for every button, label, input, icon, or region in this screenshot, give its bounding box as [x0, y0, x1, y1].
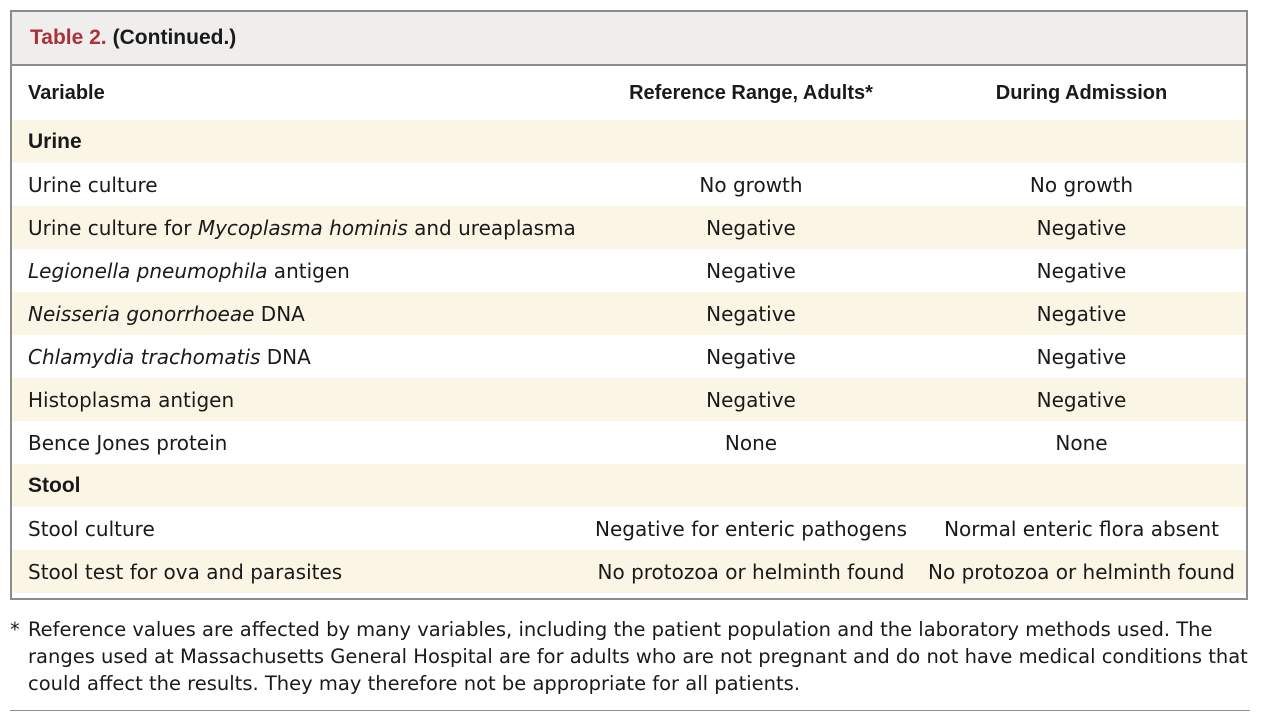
table-footnote: * Reference values are affected by many … — [10, 616, 1250, 697]
reference-range-cell: Negative for enteric pathogens — [594, 516, 908, 541]
variable-italic-term: Chlamydia trachomatis — [28, 344, 261, 369]
table-row: Neisseria gonorrhoeae DNA Negative Negativ… — [12, 292, 1246, 335]
variable-text: DNA — [254, 301, 305, 326]
results-table: Variable Reference Range, Adults* During… — [12, 66, 1246, 593]
table-row: Legionella pneumophila antigen Negative Ne… — [12, 249, 1246, 292]
variable-cell: Stool culture — [12, 507, 585, 550]
table-caption-label: Table 2. — [30, 26, 107, 49]
table-row: Stool culture Negative for enteric pathog… — [12, 507, 1246, 550]
variable-text: Stool culture — [28, 516, 155, 541]
variable-text: Urine culture for — [28, 215, 198, 240]
section-heading: Urine — [28, 129, 82, 153]
table-caption-continued: (Continued.) — [112, 26, 237, 49]
admission-value-cell: Negative — [1036, 344, 1127, 369]
reference-range-cell: No protozoa or helminth found — [597, 559, 905, 584]
footnote-marker: * — [10, 618, 20, 641]
table-row: Chlamydia trachomatis DNA Negative Negativ… — [12, 335, 1246, 378]
admission-value-cell: Negative — [1036, 301, 1127, 326]
variable-text: DNA — [260, 344, 311, 369]
variable-text: Urine culture — [28, 172, 158, 197]
section-heading: Stool — [28, 473, 81, 497]
table-caption: Table 2. (Continued.) — [12, 12, 1246, 66]
admission-value-cell: Negative — [1036, 387, 1127, 412]
variable-text: Stool test for ova and parasites — [28, 559, 343, 584]
admission-value-cell: Negative — [1036, 215, 1127, 240]
variable-cell: Histoplasma antigen — [12, 378, 585, 421]
variable-cell: Bence Jones protein — [12, 421, 585, 464]
variable-text: antigen — [267, 258, 350, 283]
section-row: Stool — [12, 464, 1246, 507]
table-header-row: Variable Reference Range, Adults* During… — [12, 66, 1246, 120]
variable-text: and ureaplasma — [407, 215, 576, 240]
results-table-container: Table 2. (Continued.) Variable Reference… — [10, 10, 1248, 600]
variable-cell: Chlamydia trachomatis DNA — [12, 335, 585, 378]
admission-value-cell: Normal enteric flora absent — [944, 516, 1219, 541]
bottom-divider — [10, 710, 1250, 711]
table-row: Urine culture for Mycoplasma hominis and… — [12, 206, 1246, 249]
admission-value-cell: None — [1055, 430, 1108, 455]
reference-range-cell: Negative — [706, 301, 796, 326]
column-header-variable: Variable — [28, 81, 105, 104]
variable-italic-term: Mycoplasma hominis — [197, 215, 408, 240]
reference-range-cell: Negative — [706, 344, 796, 369]
reference-range-cell: No growth — [699, 172, 803, 197]
variable-text: Bence Jones protein — [28, 430, 228, 455]
variable-cell: Stool test for ova and parasites — [12, 550, 585, 593]
variable-italic-term: Legionella pneumophila — [28, 258, 268, 283]
table-row: Histoplasma antigen Negative Negative — [12, 378, 1246, 421]
reference-range-cell: None — [724, 430, 778, 455]
admission-value-cell: No protozoa or helminth found — [928, 559, 1235, 584]
table-row: Stool test for ova and parasites No proto… — [12, 550, 1246, 593]
table-row: Bence Jones protein None None — [12, 421, 1246, 464]
variable-cell: Legionella pneumophila antigen — [12, 249, 585, 292]
reference-range-cell: Negative — [706, 387, 796, 412]
admission-value-cell: No growth — [1029, 172, 1134, 197]
variable-cell: Urine culture — [12, 163, 585, 206]
reference-range-cell: Negative — [706, 258, 796, 283]
variable-italic-term: Neisseria gonorrhoeae — [28, 301, 255, 326]
section-row: Urine — [12, 120, 1246, 163]
table-body: Urine Urine culture No growth No growth Urin… — [12, 120, 1246, 593]
variable-cell: Urine culture for Mycoplasma hominis and… — [12, 206, 585, 249]
table-row: Urine culture No growth No growth — [12, 163, 1246, 206]
column-header-during-admission: During Admission — [995, 81, 1168, 104]
reference-range-cell: Negative — [706, 215, 796, 240]
column-header-reference-range: Reference Range, Adults* — [629, 81, 873, 104]
variable-text: Histoplasma antigen — [28, 387, 235, 412]
admission-value-cell: Negative — [1036, 258, 1127, 283]
variable-cell: Neisseria gonorrhoeae DNA — [12, 292, 585, 335]
footnote-text: Reference values are affected by many va… — [28, 618, 1248, 695]
